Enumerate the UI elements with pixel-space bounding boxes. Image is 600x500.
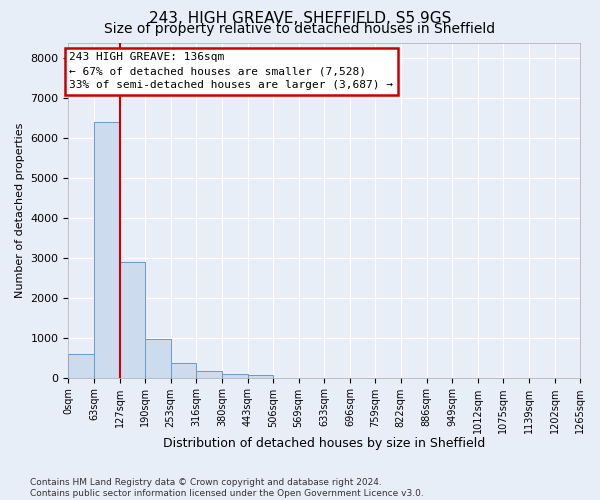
Text: 243 HIGH GREAVE: 136sqm
← 67% of detached houses are smaller (7,528)
33% of semi: 243 HIGH GREAVE: 136sqm ← 67% of detache… (69, 52, 393, 90)
Bar (171, 363, 196, 378)
Bar (145, 339, 171, 378)
Text: Contains HM Land Registry data © Crown copyright and database right 2024.
Contai: Contains HM Land Registry data © Crown c… (30, 478, 424, 498)
Y-axis label: Number of detached properties: Number of detached properties (15, 122, 25, 298)
Text: 243, HIGH GREAVE, SHEFFIELD, S5 9GS: 243, HIGH GREAVE, SHEFFIELD, S5 9GS (149, 11, 451, 26)
Bar (248, 375, 273, 378)
Bar (120, 262, 145, 378)
Bar (196, 371, 222, 378)
X-axis label: Distribution of detached houses by size in Sheffield: Distribution of detached houses by size … (163, 437, 485, 450)
Text: Size of property relative to detached houses in Sheffield: Size of property relative to detached ho… (104, 22, 496, 36)
Bar (94, 122, 120, 378)
Bar (68, 354, 94, 378)
Bar (222, 374, 248, 378)
